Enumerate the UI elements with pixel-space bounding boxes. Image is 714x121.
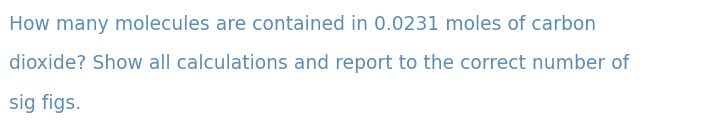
Text: sig figs.: sig figs. <box>9 94 81 113</box>
Text: How many molecules are contained in 0.0231 moles of carbon: How many molecules are contained in 0.02… <box>9 15 596 34</box>
Text: dioxide? Show all calculations and report to the correct number of: dioxide? Show all calculations and repor… <box>9 54 630 73</box>
